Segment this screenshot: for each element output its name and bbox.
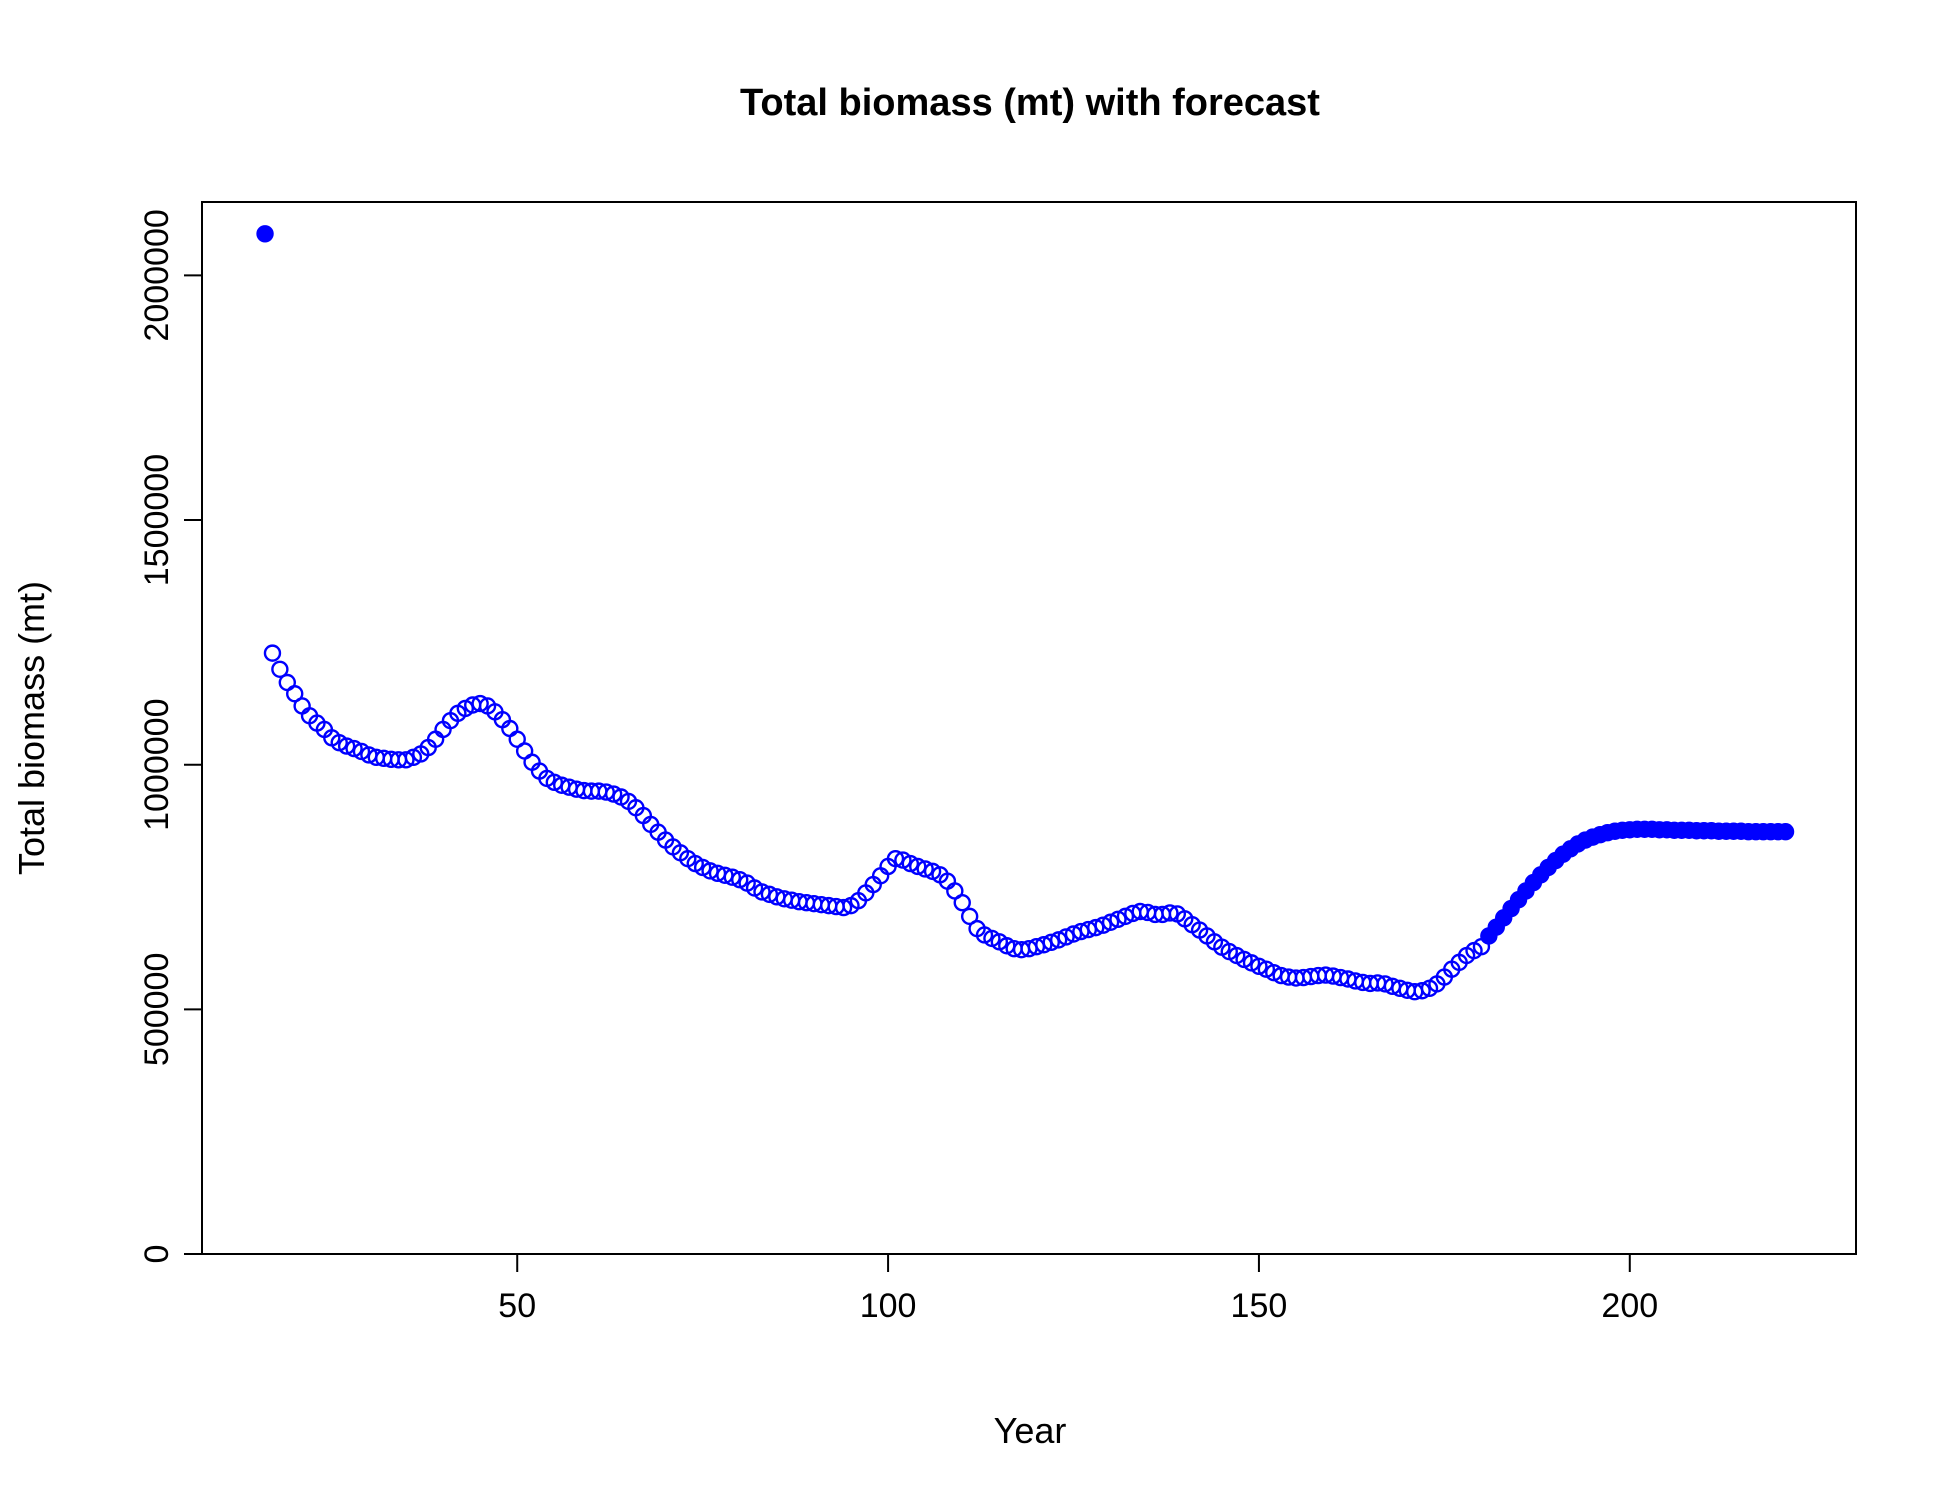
data-point-open bbox=[471, 694, 489, 713]
data-point-open bbox=[397, 751, 415, 769]
y-axis: 0 500000 1000000 1500000 2000000 bbox=[138, 209, 203, 1264]
data-point-open bbox=[1109, 910, 1127, 929]
data-point-open bbox=[1116, 907, 1135, 926]
data-point-open bbox=[1049, 931, 1068, 949]
data-point-open bbox=[1042, 933, 1060, 952]
data-point-open bbox=[286, 685, 304, 703]
data-point-open bbox=[263, 644, 282, 662]
data-point-open bbox=[345, 739, 363, 758]
y-tick-label: 2000000 bbox=[138, 209, 176, 341]
data-point-open bbox=[1057, 928, 1075, 946]
x-tick-label: 50 bbox=[498, 1287, 536, 1325]
data-point-open bbox=[545, 773, 564, 792]
data-point-open bbox=[886, 849, 905, 868]
data-point-open bbox=[753, 883, 771, 901]
data-point-open bbox=[271, 660, 289, 678]
data-point-open bbox=[723, 868, 742, 886]
x-tick-label: 200 bbox=[1601, 1287, 1658, 1325]
x-tick-label: 150 bbox=[1231, 1287, 1288, 1325]
y-axis-label: Total biomass (mt) bbox=[11, 581, 52, 875]
y-tick-label: 1500000 bbox=[138, 454, 176, 586]
data-point-open bbox=[1094, 916, 1112, 934]
data-point-open bbox=[1101, 913, 1120, 931]
x-axis-label: Year bbox=[994, 1410, 1067, 1451]
data-point-open bbox=[597, 783, 615, 801]
data-point-open bbox=[604, 785, 623, 803]
data-point-open bbox=[1161, 904, 1179, 922]
data-point-open bbox=[834, 898, 853, 917]
data-point-open bbox=[909, 857, 927, 876]
y-tick-label: 0 bbox=[138, 1245, 176, 1264]
data-point-open bbox=[1035, 936, 1053, 954]
data-point-open bbox=[1087, 918, 1105, 937]
data-point-open bbox=[1413, 982, 1431, 1000]
data-point-filled bbox=[1776, 823, 1795, 841]
chart-title: Total biomass (mt) with forecast bbox=[740, 82, 1320, 124]
y-tick-label: 1000000 bbox=[138, 699, 176, 831]
x-axis: 50 100 150 200 bbox=[498, 1253, 1658, 1325]
data-point-open bbox=[1250, 957, 1268, 975]
data-point-open bbox=[916, 860, 934, 878]
x-tick-label: 100 bbox=[860, 1287, 917, 1325]
data-point-open bbox=[953, 893, 971, 912]
data-point-open bbox=[960, 907, 979, 926]
y-tick-label: 500000 bbox=[138, 953, 176, 1066]
data-points bbox=[256, 225, 1795, 1001]
data-point-open bbox=[337, 737, 356, 755]
data-point-open bbox=[901, 854, 920, 873]
data-point-filled bbox=[256, 225, 274, 243]
